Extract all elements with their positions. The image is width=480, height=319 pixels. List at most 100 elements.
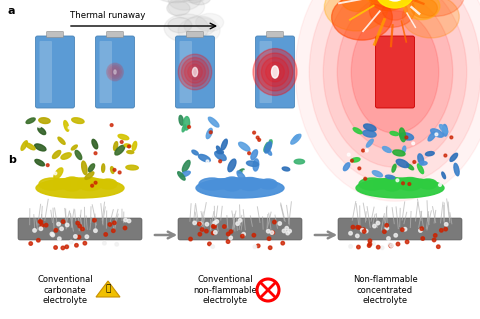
Ellipse shape — [78, 224, 82, 228]
FancyBboxPatch shape — [266, 32, 283, 38]
Ellipse shape — [262, 57, 288, 86]
Ellipse shape — [211, 231, 215, 235]
Ellipse shape — [73, 235, 77, 238]
Ellipse shape — [368, 239, 372, 242]
Ellipse shape — [366, 0, 417, 9]
Ellipse shape — [398, 177, 422, 190]
Ellipse shape — [88, 164, 95, 172]
Ellipse shape — [184, 61, 205, 83]
Ellipse shape — [26, 118, 35, 123]
Ellipse shape — [443, 124, 447, 136]
Ellipse shape — [189, 237, 192, 241]
Ellipse shape — [92, 139, 98, 149]
Ellipse shape — [29, 242, 33, 245]
Ellipse shape — [38, 127, 46, 135]
Ellipse shape — [390, 131, 398, 136]
Ellipse shape — [54, 168, 63, 179]
Ellipse shape — [278, 222, 281, 225]
Ellipse shape — [192, 67, 198, 77]
Ellipse shape — [360, 228, 364, 232]
Ellipse shape — [168, 0, 204, 18]
Ellipse shape — [85, 235, 89, 238]
Ellipse shape — [385, 224, 388, 227]
Ellipse shape — [50, 232, 54, 236]
Ellipse shape — [259, 179, 277, 189]
Ellipse shape — [400, 228, 404, 231]
Ellipse shape — [75, 151, 82, 160]
Ellipse shape — [365, 149, 368, 152]
Ellipse shape — [182, 125, 186, 132]
Ellipse shape — [215, 220, 218, 223]
Ellipse shape — [110, 124, 113, 127]
Ellipse shape — [188, 125, 191, 128]
Ellipse shape — [364, 229, 368, 233]
Ellipse shape — [191, 68, 199, 76]
Ellipse shape — [363, 130, 376, 137]
Ellipse shape — [52, 151, 60, 159]
Ellipse shape — [258, 138, 261, 141]
Ellipse shape — [265, 139, 268, 142]
Ellipse shape — [103, 241, 106, 245]
Ellipse shape — [381, 246, 384, 249]
Ellipse shape — [358, 226, 361, 229]
Ellipse shape — [192, 150, 198, 155]
Ellipse shape — [349, 245, 352, 248]
Polygon shape — [96, 281, 120, 297]
Ellipse shape — [81, 227, 84, 231]
Ellipse shape — [198, 222, 201, 226]
Ellipse shape — [61, 220, 65, 223]
Ellipse shape — [206, 160, 209, 163]
Text: Conventional
non-flammable
electrolyte: Conventional non-flammable electrolyte — [193, 275, 257, 305]
Ellipse shape — [373, 224, 376, 228]
Ellipse shape — [266, 229, 270, 233]
Ellipse shape — [351, 158, 360, 162]
Ellipse shape — [107, 63, 123, 81]
Ellipse shape — [252, 234, 256, 237]
Ellipse shape — [399, 128, 406, 142]
Ellipse shape — [33, 229, 36, 232]
Ellipse shape — [385, 0, 405, 1]
Text: Non-flammable
concentrated
electrolyte: Non-flammable concentrated electrolyte — [353, 275, 418, 305]
Ellipse shape — [408, 182, 411, 185]
Ellipse shape — [369, 0, 415, 27]
Ellipse shape — [257, 53, 293, 91]
Ellipse shape — [126, 165, 138, 170]
Ellipse shape — [196, 13, 224, 31]
Ellipse shape — [294, 159, 304, 164]
Ellipse shape — [323, 0, 467, 167]
Ellipse shape — [390, 0, 427, 2]
Ellipse shape — [125, 160, 128, 162]
Ellipse shape — [362, 149, 364, 152]
Ellipse shape — [72, 118, 84, 123]
Ellipse shape — [64, 121, 69, 131]
Ellipse shape — [394, 234, 397, 237]
Ellipse shape — [405, 136, 408, 139]
Ellipse shape — [68, 126, 71, 129]
Ellipse shape — [75, 243, 78, 247]
Ellipse shape — [376, 221, 380, 225]
Ellipse shape — [402, 0, 459, 38]
Ellipse shape — [337, 0, 453, 150]
Ellipse shape — [236, 222, 240, 226]
Ellipse shape — [208, 117, 219, 127]
Ellipse shape — [450, 136, 453, 139]
FancyBboxPatch shape — [36, 36, 74, 108]
Ellipse shape — [393, 150, 405, 156]
Ellipse shape — [264, 142, 272, 153]
Ellipse shape — [243, 170, 246, 173]
Ellipse shape — [403, 227, 407, 231]
Ellipse shape — [58, 137, 65, 145]
Ellipse shape — [211, 245, 215, 248]
Ellipse shape — [332, 0, 392, 40]
Ellipse shape — [253, 48, 297, 95]
Ellipse shape — [351, 225, 355, 229]
Ellipse shape — [54, 229, 58, 232]
Ellipse shape — [382, 177, 402, 191]
Text: Conventional
carbonate
electrolyte: Conventional carbonate electrolyte — [37, 275, 93, 305]
Ellipse shape — [444, 227, 447, 231]
Ellipse shape — [219, 160, 222, 163]
Ellipse shape — [376, 245, 380, 249]
Ellipse shape — [411, 0, 437, 18]
Ellipse shape — [27, 178, 30, 181]
Ellipse shape — [58, 237, 61, 241]
